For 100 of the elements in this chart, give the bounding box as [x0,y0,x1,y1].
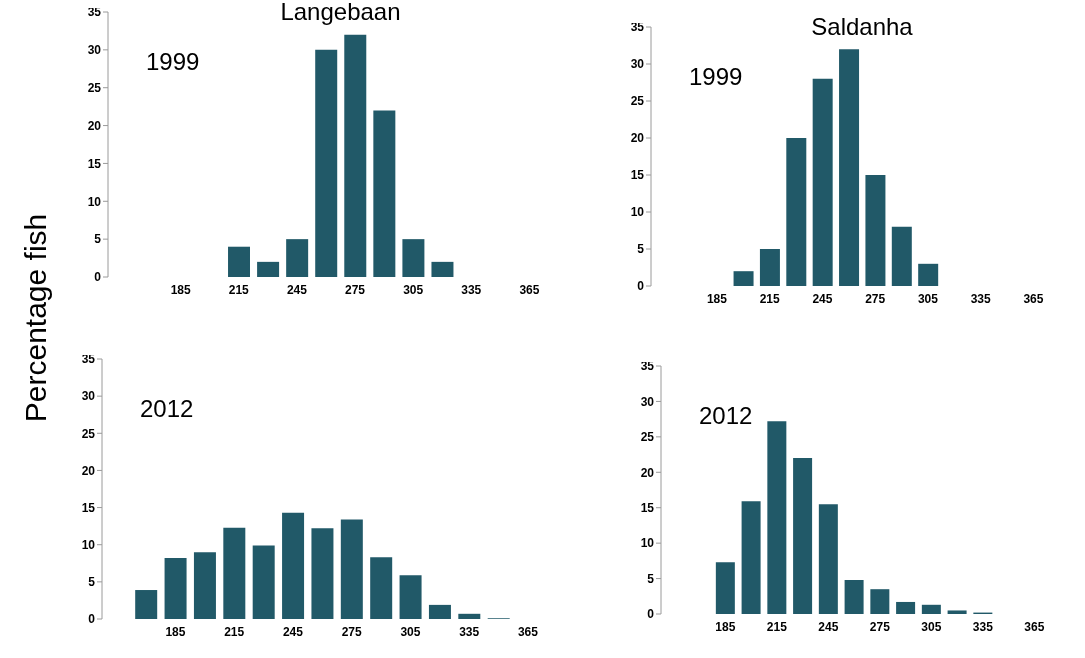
bar [839,49,860,286]
x-tick-label: 185 [715,619,736,634]
bar [715,562,735,614]
bar [818,504,838,614]
y-tick-label: 0 [88,612,96,627]
x-tick-label: 185 [165,624,186,639]
x-tick-label: 365 [1023,291,1044,306]
bar [373,110,396,277]
y-tick-label: 20 [630,131,645,146]
y-tick-label: 5 [647,571,655,586]
y-tick-label: 10 [81,537,96,552]
x-tick-label: 275 [865,291,886,306]
bar [812,78,833,286]
bar [428,604,451,619]
x-tick-label: 335 [972,619,994,634]
x-tick-label: 185 [706,291,728,306]
annotation: 1999 [146,48,200,76]
y-tick-label: 35 [81,352,96,367]
bar [918,263,939,286]
bar [315,49,338,277]
y-tick-label: 20 [81,463,96,478]
y-tick-label: 25 [640,430,655,445]
bar [759,249,780,286]
chart-title: Langebaan [279,0,402,26]
y-tick-label: 15 [81,500,96,515]
bar [431,261,454,277]
x-tick-label: 335 [461,282,482,297]
x-tick-label: 365 [1024,619,1045,634]
x-tick-label: 305 [921,619,942,634]
bar [865,175,886,286]
y-tick-label: 30 [630,57,645,72]
x-tick-label: 305 [917,291,939,306]
x-tick-label: 275 [869,619,891,634]
x-tick-label: 215 [766,619,788,634]
x-tick-label: 335 [970,291,992,306]
y-tick-label: 25 [81,426,96,441]
x-tick-label: 185 [170,282,191,297]
y-tick-label: 25 [630,94,645,109]
y-axis-title: Percentage fish [19,213,53,423]
y-tick-label: 15 [87,156,102,171]
bar [458,613,481,619]
y-tick-label: 10 [87,194,102,209]
x-tick-label: 245 [282,624,304,639]
bar [399,575,422,619]
bar [223,527,246,619]
x-tick-label: 335 [459,624,480,639]
bar [870,589,890,614]
x-tick-label: 215 [759,291,781,306]
y-tick-label: 0 [94,270,102,285]
x-tick-label: 215 [224,624,245,639]
annotation: 1999 [689,63,743,91]
chart-title: Saldanha [810,13,914,41]
y-tick-label: 15 [640,500,655,515]
bar [135,590,158,619]
y-tick-label: 30 [87,43,102,58]
y-tick-label: 0 [647,607,655,622]
y-tick-label: 5 [94,232,102,247]
bar [402,239,425,277]
y-tick-label: 0 [637,279,645,294]
bar [311,528,334,619]
bar [733,271,754,286]
annotation: 2012 [140,395,194,423]
bar [344,34,367,277]
y-tick-label: 25 [87,80,102,95]
x-tick-label: 215 [228,282,250,297]
bar [228,246,251,277]
y-tick-label: 35 [640,359,655,374]
bar [286,239,309,277]
annotation: 2012 [699,402,753,430]
y-tick-label: 35 [630,20,645,35]
bar [947,610,967,614]
x-tick-label: 365 [519,282,540,297]
bar [786,138,807,286]
bar [257,261,280,277]
bar [741,501,761,614]
x-tick-label: 365 [517,624,539,639]
bar [896,601,916,614]
bar [193,552,216,619]
y-tick-label: 35 [87,5,102,20]
bar [252,545,275,619]
y-tick-label: 30 [640,394,655,409]
y-tick-label: 15 [630,168,645,183]
x-tick-label: 275 [345,282,366,297]
bar [891,226,912,286]
bar [767,421,787,614]
bar [164,558,187,619]
y-tick-label: 20 [87,118,102,133]
y-tick-label: 10 [640,536,655,551]
y-tick-label: 5 [637,242,645,257]
x-tick-label: 275 [341,624,363,639]
y-tick-label: 20 [640,465,655,480]
x-tick-label: 245 [818,619,839,634]
y-tick-label: 5 [88,575,96,590]
bar [844,579,864,614]
bar [340,519,363,619]
x-tick-label: 305 [400,624,421,639]
x-tick-label: 245 [286,282,308,297]
x-tick-label: 305 [403,282,424,297]
bar [282,512,305,619]
y-tick-label: 30 [81,389,96,404]
